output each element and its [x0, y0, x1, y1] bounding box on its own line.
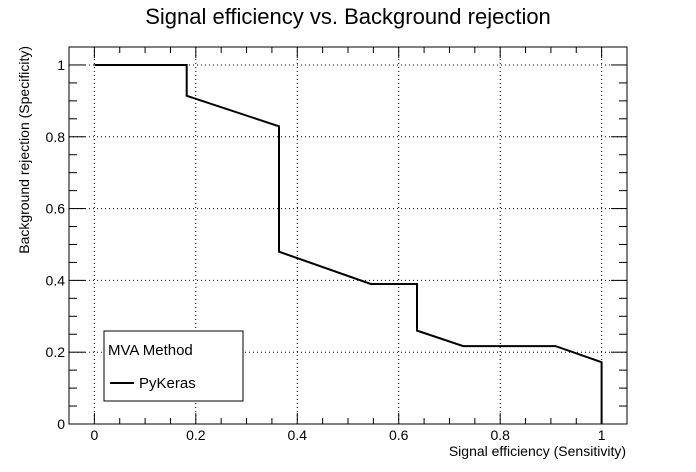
y-tick-label: 0 — [57, 416, 65, 432]
x-tick-label: 0.2 — [186, 427, 206, 443]
x-tick-label: 1 — [598, 427, 606, 443]
x-axis-label: Signal efficiency (Sensitivity) — [449, 443, 626, 459]
chart-title: Signal efficiency vs. Background rejecti… — [145, 4, 551, 29]
x-tick-label: 0 — [90, 427, 98, 443]
x-tick-label: 0.4 — [288, 427, 308, 443]
y-tick-label: 0.4 — [46, 272, 66, 288]
series-line-pykeras — [94, 64, 603, 424]
y-tick-label: 0.6 — [46, 201, 66, 217]
x-tick-label: 0.8 — [490, 427, 510, 443]
legend: MVA Method PyKeras — [103, 330, 244, 402]
x-axis: 0 0.2 0.4 0.6 0.8 1 — [68, 47, 628, 443]
x-tick-label: 0.6 — [389, 427, 409, 443]
legend-box — [103, 330, 244, 402]
legend-label-pykeras: PyKeras — [139, 375, 196, 392]
y-axis-label: Background rejection (Specificity) — [16, 46, 32, 254]
legend-title: MVA Method — [108, 342, 193, 359]
series-layer — [94, 64, 603, 424]
y-tick-label: 0.8 — [46, 129, 66, 145]
y-tick-label: 1 — [57, 57, 65, 73]
y-axis: 0 0.2 0.4 0.6 0.8 1 — [46, 46, 627, 432]
y-tick-label: 0.2 — [46, 344, 66, 360]
